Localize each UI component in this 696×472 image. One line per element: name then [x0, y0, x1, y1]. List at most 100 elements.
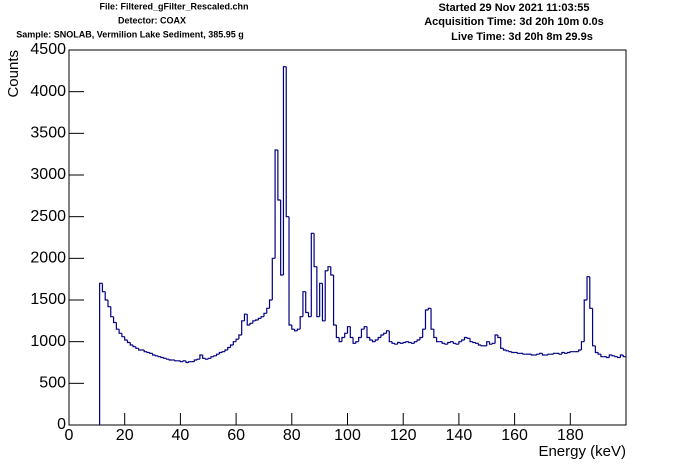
x-tick-label: 60 — [227, 427, 245, 444]
histogram-bin — [405, 341, 409, 343]
histogram-bin — [154, 355, 159, 357]
info-line: Detector: COAX — [118, 15, 186, 25]
histogram-bin — [321, 283, 326, 322]
histogram-bin — [380, 334, 384, 338]
histogram-bin — [436, 337, 440, 343]
histogram-bin — [617, 356, 621, 359]
y-tick-label: 4000 — [30, 83, 66, 100]
histogram-bin — [174, 360, 178, 362]
y-tick-label: 3500 — [30, 125, 66, 142]
histogram-bin — [371, 340, 376, 343]
histogram-bin — [466, 337, 471, 339]
histogram-bin — [399, 342, 404, 344]
histogram-bin — [199, 354, 203, 360]
histogram-bin — [569, 351, 574, 353]
histogram-bin — [583, 299, 588, 342]
histogram-bin — [135, 346, 139, 349]
histogram-bin — [494, 334, 498, 344]
histogram-bin — [458, 341, 462, 345]
histogram-bin — [307, 312, 312, 318]
histogram-bin — [600, 354, 604, 358]
histogram-bin — [204, 358, 209, 360]
histogram-bin — [402, 341, 406, 344]
histogram-bin — [238, 334, 242, 340]
histogram-bin — [310, 232, 315, 317]
histogram-bin — [589, 276, 593, 309]
histogram-bin — [185, 360, 189, 364]
x-tick-label: 120 — [390, 427, 417, 444]
info-line: File: Filtered_gFilter_Rescaled.chn — [99, 1, 248, 11]
histogram-bin — [455, 343, 459, 345]
histogram-bin — [243, 313, 248, 321]
histogram-bin — [330, 266, 334, 276]
histogram-bin — [461, 339, 465, 342]
histogram-bin — [210, 356, 214, 359]
histogram-bin — [614, 355, 618, 358]
histogram-bin — [338, 337, 342, 343]
x-tick-label: 100 — [334, 427, 361, 444]
histogram-bin — [274, 149, 278, 259]
histogram-bin — [344, 332, 348, 338]
histogram-bin — [391, 341, 395, 344]
histogram-bin — [149, 352, 153, 354]
histogram-bin — [497, 335, 501, 339]
histogram-bin — [558, 353, 562, 355]
info-line: Sample: SNOLAB, Vermilion Lake Sediment,… — [16, 29, 244, 39]
x-tick-label: 80 — [283, 427, 301, 444]
histogram-bin — [110, 306, 114, 318]
histogram-bin — [511, 351, 515, 354]
histogram-bin — [280, 200, 284, 276]
histogram-bin — [332, 275, 337, 326]
histogram-bin — [522, 353, 526, 355]
histogram-bin — [216, 353, 220, 356]
histogram-bin — [115, 322, 120, 330]
histogram-bin — [410, 342, 415, 344]
histogram-bin — [188, 361, 192, 363]
histogram-bin — [416, 339, 420, 342]
histogram-bin — [341, 336, 345, 342]
histogram-bin — [413, 341, 418, 344]
histogram-bin — [260, 316, 264, 319]
histogram-bin — [564, 352, 568, 354]
histogram-bin — [165, 358, 170, 360]
histogram-bin — [221, 351, 225, 353]
info-line: Started 29 Nov 2021 11:03:55 — [438, 2, 589, 14]
histogram-bin — [480, 345, 484, 347]
histogram-bin — [469, 338, 473, 343]
histogram-bin — [232, 341, 237, 345]
histogram-bin — [202, 355, 206, 359]
histogram-bin — [163, 357, 167, 359]
histogram-bin — [302, 291, 306, 317]
histogram-bin — [293, 329, 298, 332]
histogram-bin — [477, 343, 482, 346]
histogram-bin — [597, 352, 601, 355]
histogram-bin — [491, 342, 496, 345]
histogram-bin — [591, 308, 596, 347]
histogram-bin — [305, 291, 309, 314]
histogram-bin — [143, 350, 147, 353]
histogram-bin — [157, 355, 161, 358]
histogram-bin — [397, 341, 401, 345]
histogram-bin — [285, 66, 290, 218]
histogram-bin — [441, 341, 445, 344]
histogram-bin — [430, 308, 434, 330]
histogram-bin — [580, 341, 585, 350]
histogram-bin — [500, 337, 504, 349]
y-axis-label: Counts — [5, 50, 22, 98]
y-tick-label: 0 — [57, 416, 66, 433]
histogram-bin — [182, 360, 186, 362]
histogram-bin — [541, 353, 546, 356]
x-tick-label: 140 — [446, 427, 473, 444]
histogram-bin — [277, 150, 281, 201]
y-tick-label: 2000 — [30, 250, 66, 267]
x-tick-label: 40 — [172, 427, 190, 444]
histogram-bin — [291, 325, 295, 330]
histogram-bin — [394, 343, 398, 345]
histogram-bin — [124, 336, 128, 341]
histogram-bin — [475, 342, 479, 344]
histogram-bin — [444, 343, 448, 345]
histogram-bin — [118, 329, 122, 334]
